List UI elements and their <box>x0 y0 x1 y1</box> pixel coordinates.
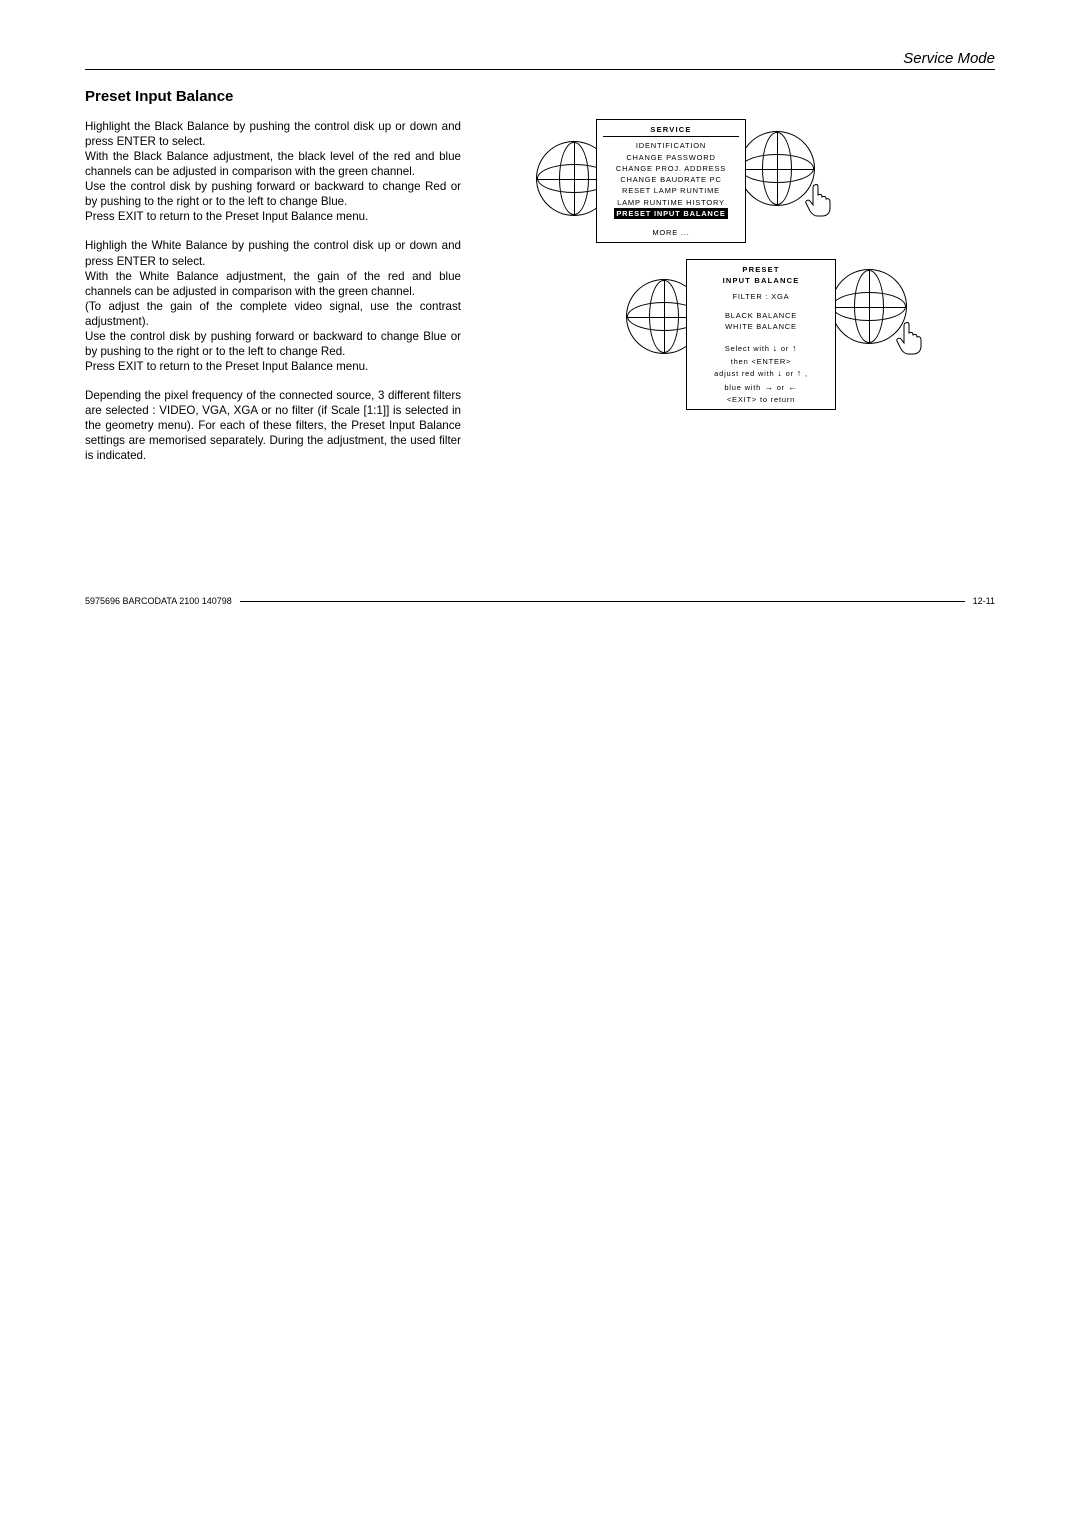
menu-title-line1: PRESET <box>693 264 829 275</box>
menu-more: MORE ... <box>603 227 739 238</box>
menu-item-highlighted: PRESET INPUT BALANCE <box>614 208 727 219</box>
hand-pointer-icon <box>896 321 924 355</box>
menu-title-line2: INPUT BALANCE <box>693 275 829 287</box>
menu-title: SERVICE <box>603 124 739 137</box>
paragraph-3: Depending the pixel frequency of the con… <box>85 388 461 463</box>
help-line: Select with ↓ or ↑ <box>693 342 829 356</box>
paragraph-2: Highligh the White Balance by pushing th… <box>85 238 461 374</box>
footer-doc-id: 5975696 BARCODATA 2100 140798 <box>85 596 232 606</box>
paragraph-1: Highlight the Black Balance by pushing t… <box>85 119 461 224</box>
menu-item: IDENTIFICATION <box>603 140 739 151</box>
menu-filter: FILTER : XGA <box>693 291 829 302</box>
menu-item: CHANGE BAUDRATE PC <box>603 174 739 185</box>
help-line: adjust red with ↓ or ↑ , <box>693 367 829 381</box>
menu-item: LAMP RUNTIME HISTORY <box>603 197 739 208</box>
arrow-left-icon: ← <box>788 382 798 392</box>
menu-item: BLACK BALANCE <box>693 310 829 321</box>
help-line: then <ENTER> <box>693 356 829 367</box>
footer-rule <box>240 601 965 602</box>
arrow-up-icon: ↑ <box>792 343 797 353</box>
footer-page-number: 12-11 <box>973 596 995 606</box>
section-title: Preset Input Balance <box>85 88 995 105</box>
help-line: blue with → or ← <box>693 381 829 395</box>
menu-item: RESET LAMP RUNTIME <box>603 185 739 196</box>
content-row: Highlight the Black Balance by pushing t… <box>85 119 995 477</box>
page-footer: 5975696 BARCODATA 2100 140798 12-11 <box>85 596 995 606</box>
text-column: Highlight the Black Balance by pushing t… <box>85 119 461 477</box>
preset-input-balance-menu: PRESET INPUT BALANCE FILTER : XGA BLACK … <box>686 259 836 410</box>
menu-item: CHANGE PASSWORD <box>603 152 739 163</box>
service-menu: SERVICE IDENTIFICATION CHANGE PASSWORD C… <box>596 119 746 243</box>
menu-item: CHANGE PROJ. ADDRESS <box>603 163 739 174</box>
help-line: <EXIT> to return <box>693 394 829 405</box>
menu-item: WHITE BALANCE <box>693 321 829 332</box>
diagram-column: SERVICE IDENTIFICATION CHANGE PASSWORD C… <box>491 119 995 477</box>
hand-pointer-icon <box>805 183 833 217</box>
control-disk-icon <box>739 131 815 206</box>
chapter-heading: Service Mode <box>85 50 995 70</box>
arrow-right-icon: → <box>764 382 774 392</box>
